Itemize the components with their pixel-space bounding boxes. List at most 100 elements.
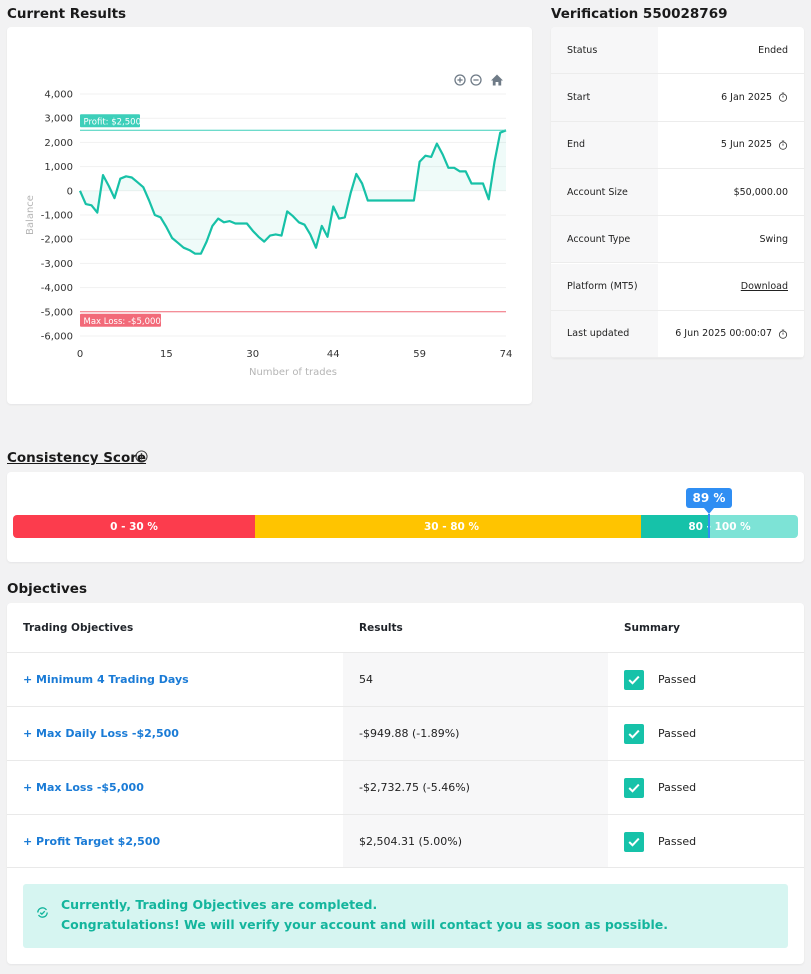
refresh-check-icon xyxy=(37,907,48,918)
y-tick-label: 3,000 xyxy=(44,114,73,125)
download-link[interactable]: Download xyxy=(740,281,788,293)
results-cell-bg xyxy=(343,761,608,814)
verification-value: $50,000.00 xyxy=(734,169,788,215)
series-line xyxy=(78,129,507,255)
verification-value: 6 Jan 2025 xyxy=(721,74,788,120)
objective-name[interactable]: + Max Loss -$5,000 xyxy=(23,781,144,794)
y-tick-label: 2,000 xyxy=(44,138,73,149)
verification-value: 6 Jun 2025 00:00:07 xyxy=(675,311,788,357)
summary-text: Passed xyxy=(658,673,697,686)
y-tick-label: -2,000 xyxy=(41,235,73,246)
verification-label: Account Size xyxy=(551,168,658,216)
y-tick-label: 1,000 xyxy=(44,162,73,173)
verification-row: Platform (MT5) Download xyxy=(551,263,804,311)
consistency-score-title[interactable]: Consistency Score xyxy=(7,450,147,466)
objectives-title: Objectives xyxy=(7,581,87,597)
stopwatch-icon xyxy=(778,140,788,150)
verification-row: Account Type Swing xyxy=(551,216,804,264)
x-tick-label: 44 xyxy=(327,349,340,360)
objective-result: -$949.88 (-1.89%) xyxy=(359,727,460,740)
x-tick-label: 59 xyxy=(413,349,426,360)
y-tick-label: 4,000 xyxy=(44,90,73,101)
info-icon[interactable] xyxy=(135,450,148,463)
stopwatch-icon xyxy=(778,329,788,339)
checkbox-checked-icon xyxy=(624,831,644,852)
objective-row: + Profit Target $2,500 $2,504.31 (5.00%) P… xyxy=(7,814,804,868)
y-axis-title: Balance xyxy=(25,195,36,235)
chart-card: 4,000 3,000 2,000 1,000 0 -1,000 -2,000 -3,000 -… xyxy=(7,27,532,404)
objective-summary: Passed xyxy=(624,707,696,760)
verification-value-text: Swing xyxy=(759,233,789,245)
verification-value-text: 6 Jan 2025 xyxy=(721,91,772,103)
verification-label: Account Type xyxy=(551,216,658,263)
header-results: Results xyxy=(359,621,403,634)
x-tick-label: 15 xyxy=(160,349,173,360)
annotation-label-bg xyxy=(80,114,140,128)
verification-row: Status Ended xyxy=(551,27,804,75)
x-tick-label: 30 xyxy=(246,349,259,360)
verification-row: End 5 Jun 2025 xyxy=(551,121,804,169)
verification-value-text: Ended xyxy=(758,44,788,56)
annotation-label-bg xyxy=(80,313,161,327)
y-tick-label: -4,000 xyxy=(41,283,73,294)
objective-result: 54 xyxy=(359,673,373,686)
score-marker-line xyxy=(708,514,710,538)
verification-value[interactable]: Download xyxy=(741,264,788,310)
objective-result: -$2,732.75 (-5.46%) xyxy=(359,781,470,794)
checkbox-checked-icon xyxy=(624,723,644,744)
y-tick-label: 0 xyxy=(67,186,73,197)
verification-label: End xyxy=(551,121,658,168)
results-cell-bg xyxy=(343,815,608,868)
y-tick-label: -1,000 xyxy=(41,211,73,222)
objective-result: $2,504.31 (5.00%) xyxy=(359,835,463,848)
objective-summary: Passed xyxy=(624,761,696,814)
objective-name[interactable]: + Profit Target $2,500 xyxy=(23,835,161,848)
objective-name[interactable]: + Max Daily Loss -$2,500 xyxy=(23,727,179,740)
home-icon[interactable] xyxy=(491,74,503,86)
y-tick-label: -3,000 xyxy=(41,259,73,270)
objective-summary: Passed xyxy=(624,815,696,868)
x-axis-title: Number of trades xyxy=(249,367,337,378)
checkbox-checked-icon xyxy=(624,669,644,690)
results-cell-bg xyxy=(343,707,608,760)
verification-value: 5 Jun 2025 xyxy=(721,122,788,168)
stopwatch-icon xyxy=(778,93,788,103)
verification-label: Last updated xyxy=(551,310,658,358)
header-trading-objectives: Trading Objectives xyxy=(23,621,134,634)
annotation-label: Profit: $2,500 xyxy=(84,117,141,127)
score-badge: 89 % xyxy=(686,488,732,508)
divider xyxy=(7,867,804,868)
summary-text: Passed xyxy=(658,727,697,740)
zoom-out-icon[interactable] xyxy=(470,74,482,86)
current-results-title: Current Results xyxy=(7,6,127,22)
verification-label: Start xyxy=(551,74,658,121)
objective-name[interactable]: + Minimum 4 Trading Days xyxy=(23,673,189,686)
objective-row: + Max Daily Loss -$2,500 -$949.88 (-1.89%… xyxy=(7,706,804,760)
verification-value: Ended xyxy=(758,27,788,73)
verification-label: Status xyxy=(551,27,658,74)
series-area xyxy=(80,130,506,254)
verification-row: Start 6 Jan 2025 xyxy=(551,74,804,122)
objective-row: + Minimum 4 Trading Days 54 Passed xyxy=(7,652,804,706)
verification-value-text: 6 Jun 2025 00:00:07 xyxy=(675,328,772,340)
verification-table: Status Ended Start 6 Jan 2025 End 5 Jun 2025 A… xyxy=(551,27,804,358)
balance-chart: 4,000 3,000 2,000 1,000 0 -1,000 -2,000 -3,000 -… xyxy=(25,74,512,378)
verification-label: Platform (MT5) xyxy=(551,263,658,310)
segment-mid: 30 - 80 % xyxy=(255,515,648,538)
verification-value-text: 5 Jun 2025 xyxy=(720,139,772,151)
y-tick-label: -6,000 xyxy=(41,332,73,343)
objective-summary: Passed xyxy=(624,653,696,706)
notice-line-2: Congratulations! We will verify your acc… xyxy=(61,917,668,932)
verification-title: Verification 550028769 xyxy=(551,6,728,22)
results-cell-bg xyxy=(343,653,608,706)
verification-value-text: $50,000.00 xyxy=(733,186,788,198)
segment-high: 80 - 100 % xyxy=(688,520,751,533)
verification-row: Account Size $50,000.00 xyxy=(551,168,804,217)
x-tick-label: 0 xyxy=(77,349,83,360)
header-summary: Summary xyxy=(624,621,681,634)
zoom-in-icon[interactable] xyxy=(454,74,466,86)
segment-low: 0 - 30 % xyxy=(13,515,255,538)
verification-value: Swing xyxy=(760,216,789,262)
verification-row: Last updated 6 Jun 2025 00:00:07 xyxy=(551,310,804,358)
segment-high-fill xyxy=(641,515,709,538)
